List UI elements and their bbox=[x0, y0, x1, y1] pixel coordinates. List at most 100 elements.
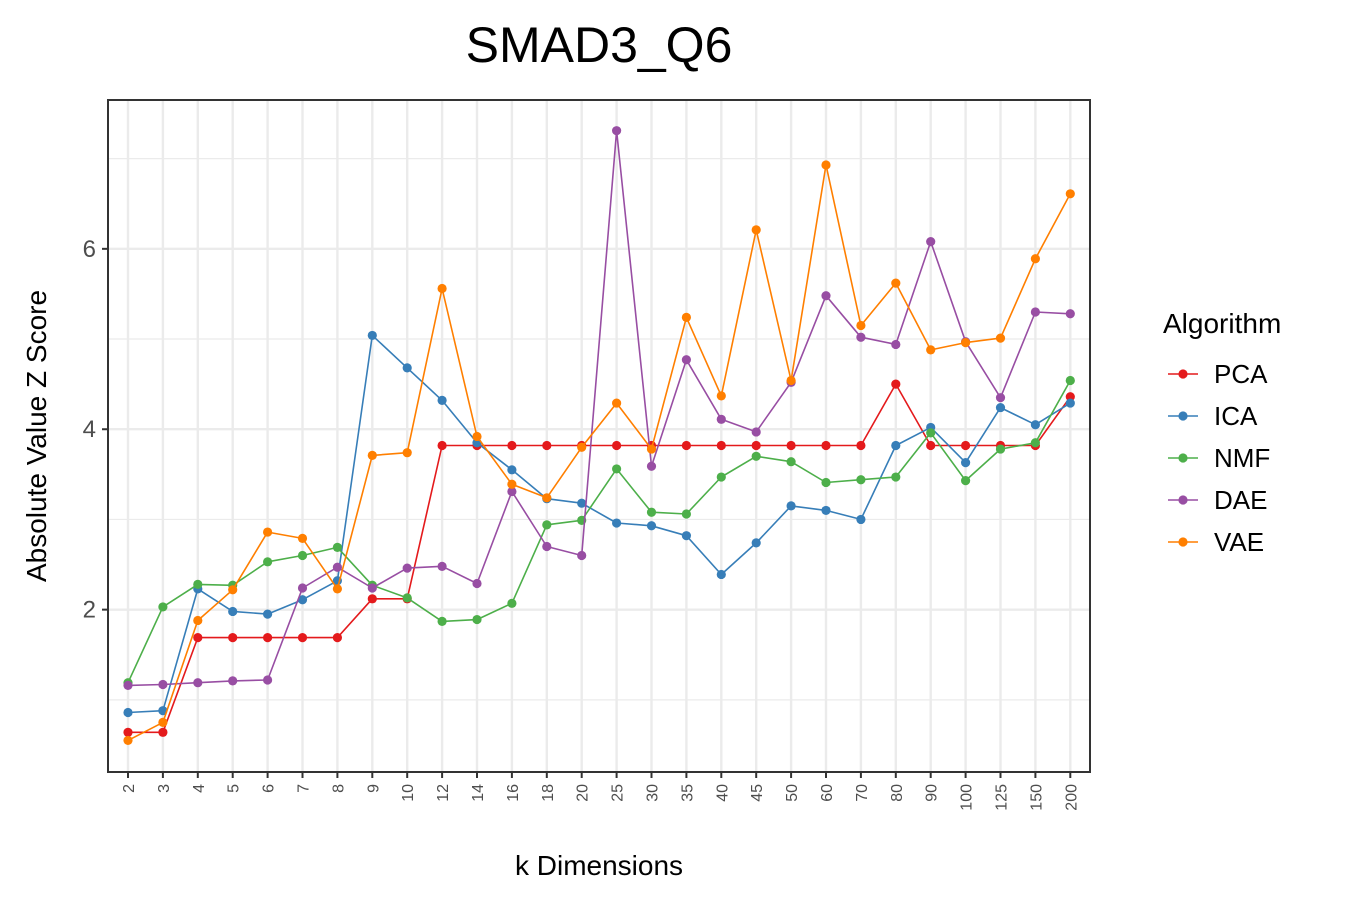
legend-item-pca: PCA bbox=[1168, 359, 1268, 389]
x-tick-label: 14 bbox=[470, 784, 487, 802]
data-point-dae bbox=[995, 393, 1006, 403]
data-point-vae bbox=[472, 431, 482, 442]
x-tick-label: 150 bbox=[1028, 784, 1045, 811]
x-tick-label: 40 bbox=[714, 784, 731, 802]
plot-panel bbox=[107, 99, 1091, 773]
legend-key-point bbox=[1178, 411, 1188, 421]
data-point-ica bbox=[577, 498, 587, 508]
data-point-dae bbox=[542, 541, 552, 552]
data-point-dae bbox=[402, 563, 412, 573]
data-point-ica bbox=[437, 395, 447, 405]
data-point-pca bbox=[507, 440, 517, 451]
data-point-vae bbox=[228, 585, 238, 595]
data-point-dae bbox=[926, 237, 936, 247]
data-point-ica bbox=[961, 458, 971, 468]
data-point-vae bbox=[542, 493, 552, 503]
data-point-ica bbox=[367, 330, 377, 341]
data-point-ica bbox=[158, 706, 168, 716]
legend: Algorithm PCA ICA NMF DAE VAE bbox=[1163, 308, 1281, 557]
data-point-ica bbox=[228, 606, 238, 617]
data-point-dae bbox=[681, 355, 692, 365]
data-point-vae bbox=[786, 375, 796, 386]
legend-items: PCA ICA NMF DAE VAE bbox=[1168, 359, 1270, 557]
data-point-vae bbox=[1065, 189, 1075, 199]
y-tick-label: 6 bbox=[83, 236, 96, 263]
data-point-vae bbox=[297, 533, 308, 543]
data-point-pca bbox=[751, 440, 761, 451]
data-point-vae bbox=[821, 160, 831, 170]
x-tick-label: 100 bbox=[959, 784, 976, 811]
data-point-vae bbox=[367, 450, 377, 460]
data-point-nmf bbox=[297, 550, 308, 561]
data-point-pca bbox=[123, 727, 133, 737]
x-tick-label: 7 bbox=[296, 784, 313, 793]
data-point-ica bbox=[751, 538, 761, 548]
legend-key-point bbox=[1178, 537, 1188, 547]
x-tick-label: 30 bbox=[645, 784, 662, 802]
data-point-ica bbox=[297, 595, 308, 605]
data-point-dae bbox=[123, 680, 133, 691]
legend-item-vae: VAE bbox=[1168, 527, 1264, 557]
series-line-nmf bbox=[127, 380, 1071, 684]
x-tick-label: 3 bbox=[156, 784, 173, 793]
series-line-pca bbox=[128, 383, 1071, 734]
data-point-dae bbox=[716, 414, 726, 424]
data-point-dae bbox=[507, 486, 517, 497]
data-point-dae bbox=[193, 678, 203, 688]
x-tick-label: 2 bbox=[121, 784, 138, 793]
data-point-nmf bbox=[995, 444, 1006, 454]
x-axis-title: k Dimensions bbox=[515, 850, 683, 881]
data-point-dae bbox=[891, 339, 901, 350]
x-axis: 2 3 4 5 6 7 8 9 10 12 14 16 18 20 25 30 35 40 45 50 60 70 80 90… bbox=[121, 772, 1080, 811]
data-point-ica bbox=[123, 707, 133, 718]
data-point-vae bbox=[961, 338, 971, 348]
data-point-pca bbox=[193, 633, 203, 643]
data-point-nmf bbox=[263, 557, 273, 567]
data-point-pca bbox=[437, 440, 447, 451]
data-point-ica bbox=[263, 609, 273, 619]
legend-key-point bbox=[1178, 369, 1188, 379]
data-point-vae bbox=[1030, 254, 1040, 264]
data-point-nmf bbox=[786, 457, 796, 467]
data-point-nmf bbox=[472, 614, 482, 625]
data-point-vae bbox=[751, 225, 761, 235]
data-point-ica bbox=[612, 518, 622, 528]
data-point-dae bbox=[577, 550, 587, 561]
legend-label: DAE bbox=[1214, 485, 1267, 515]
data-point-vae bbox=[646, 444, 657, 454]
data-point-nmf bbox=[926, 428, 936, 438]
data-point-dae bbox=[437, 561, 447, 571]
legend-item-nmf: NMF bbox=[1168, 443, 1270, 473]
data-point-nmf bbox=[402, 593, 412, 603]
data-point-dae bbox=[856, 332, 866, 342]
data-point-ica bbox=[507, 465, 517, 475]
data-point-nmf bbox=[158, 602, 168, 612]
data-point-vae bbox=[995, 333, 1006, 343]
y-tick-label: 2 bbox=[83, 597, 96, 624]
legend-label: NMF bbox=[1214, 443, 1270, 473]
data-point-vae bbox=[856, 320, 866, 331]
data-point-ica bbox=[821, 505, 831, 516]
plot-border bbox=[107, 99, 1091, 773]
data-point-pca bbox=[856, 440, 866, 451]
x-tick-label: 25 bbox=[610, 784, 627, 802]
data-point-ica bbox=[402, 363, 412, 373]
y-axis-title: Absolute Value Z Score bbox=[21, 290, 52, 582]
data-point-vae bbox=[263, 527, 273, 537]
data-point-vae bbox=[716, 391, 726, 401]
data-point-nmf bbox=[646, 507, 657, 517]
series-line-dae bbox=[127, 129, 1071, 687]
legend-item-ica: ICA bbox=[1168, 401, 1258, 431]
data-point-pca bbox=[1065, 392, 1075, 402]
data-point-dae bbox=[821, 291, 831, 301]
data-point-vae bbox=[577, 442, 587, 452]
data-point-ica bbox=[681, 531, 692, 541]
data-point-nmf bbox=[681, 509, 692, 519]
data-point-dae bbox=[646, 461, 657, 471]
legend-key-point bbox=[1178, 495, 1188, 505]
x-tick-label: 10 bbox=[400, 784, 417, 802]
x-tick-label: 80 bbox=[889, 784, 906, 802]
series-line-ica bbox=[127, 334, 1071, 714]
x-tick-label: 70 bbox=[854, 784, 871, 802]
data-point-dae bbox=[332, 562, 342, 572]
